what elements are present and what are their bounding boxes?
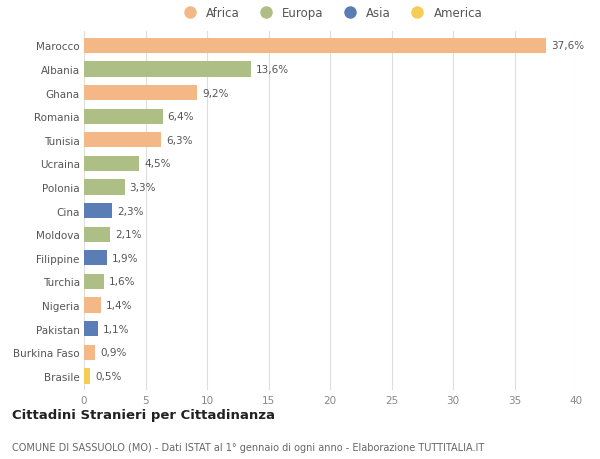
Bar (84, 180, 125, 195)
Text: 13,6%: 13,6% (256, 65, 289, 75)
Text: 0,9%: 0,9% (100, 347, 127, 358)
Text: 2,3%: 2,3% (117, 206, 144, 216)
Text: 37,6%: 37,6% (551, 41, 584, 51)
Bar (84, 203, 112, 219)
Legend: Africa, Europa, Asia, America: Africa, Europa, Asia, America (175, 5, 485, 22)
Bar (84, 345, 95, 360)
Bar (84, 109, 163, 124)
Bar (84, 298, 101, 313)
Bar (84, 369, 90, 384)
Text: 4,5%: 4,5% (144, 159, 171, 169)
Text: 1,1%: 1,1% (103, 324, 129, 334)
Bar (84, 251, 107, 266)
Text: 1,6%: 1,6% (109, 277, 135, 287)
Text: 2,1%: 2,1% (115, 230, 141, 240)
Text: 6,4%: 6,4% (167, 112, 194, 122)
Text: Cittadini Stranieri per Cittadinanza: Cittadini Stranieri per Cittadinanza (12, 408, 275, 421)
Text: 1,9%: 1,9% (112, 253, 139, 263)
Bar (84, 274, 104, 290)
Bar (84, 133, 161, 148)
Text: 6,3%: 6,3% (166, 135, 193, 146)
Text: 1,4%: 1,4% (106, 300, 133, 310)
Text: 9,2%: 9,2% (202, 89, 229, 98)
Bar (84, 62, 251, 78)
Bar (84, 227, 110, 242)
Text: COMUNE DI SASSUOLO (MO) - Dati ISTAT al 1° gennaio di ogni anno - Elaborazione T: COMUNE DI SASSUOLO (MO) - Dati ISTAT al … (12, 442, 484, 452)
Bar (84, 321, 98, 336)
Bar (84, 39, 547, 54)
Bar (84, 157, 139, 172)
Text: 0,5%: 0,5% (95, 371, 121, 381)
Text: 3,3%: 3,3% (130, 183, 156, 193)
Bar (84, 86, 197, 101)
